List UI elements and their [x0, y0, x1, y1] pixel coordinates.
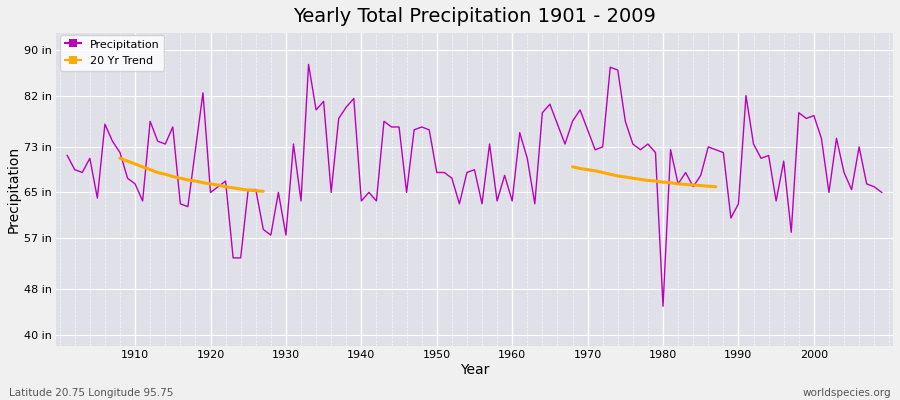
Y-axis label: Precipitation: Precipitation [7, 146, 21, 233]
Title: Yearly Total Precipitation 1901 - 2009: Yearly Total Precipitation 1901 - 2009 [293, 7, 656, 26]
Text: worldspecies.org: worldspecies.org [803, 388, 891, 398]
Legend: Precipitation, 20 Yr Trend: Precipitation, 20 Yr Trend [60, 35, 165, 71]
X-axis label: Year: Year [460, 363, 490, 377]
Text: Latitude 20.75 Longitude 95.75: Latitude 20.75 Longitude 95.75 [9, 388, 174, 398]
